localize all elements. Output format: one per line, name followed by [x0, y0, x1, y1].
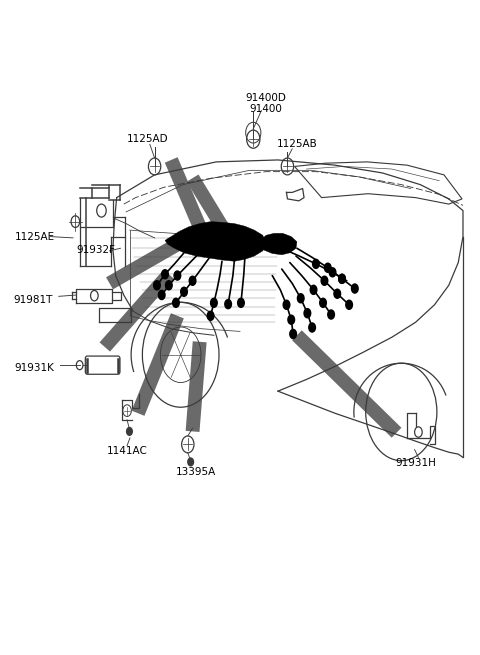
Circle shape [207, 311, 214, 320]
Text: 1125AE: 1125AE [14, 232, 55, 242]
Text: 91400D
91400: 91400D 91400 [246, 92, 287, 114]
Circle shape [298, 293, 304, 303]
Circle shape [324, 263, 331, 272]
Text: 1125AB: 1125AB [276, 140, 317, 149]
Circle shape [346, 300, 352, 309]
Circle shape [225, 299, 231, 309]
Circle shape [320, 298, 326, 307]
Circle shape [290, 329, 297, 339]
Text: 91931K: 91931K [14, 363, 55, 373]
Circle shape [309, 323, 315, 332]
Text: 1141AC: 1141AC [107, 446, 147, 456]
Circle shape [283, 300, 290, 309]
Circle shape [329, 268, 336, 277]
Circle shape [166, 281, 172, 290]
Circle shape [127, 428, 132, 436]
Circle shape [238, 298, 244, 307]
Text: 91931H: 91931H [395, 458, 436, 468]
Circle shape [310, 286, 317, 294]
Circle shape [174, 271, 180, 280]
Circle shape [154, 281, 160, 290]
Circle shape [180, 288, 187, 296]
Circle shape [351, 284, 358, 293]
Circle shape [334, 290, 341, 298]
Circle shape [189, 276, 196, 286]
Circle shape [288, 315, 295, 324]
Circle shape [339, 274, 345, 284]
Text: 91932F: 91932F [76, 244, 115, 255]
Circle shape [162, 270, 168, 279]
Circle shape [312, 259, 319, 269]
Polygon shape [259, 233, 297, 255]
Text: 91981T: 91981T [13, 295, 53, 305]
Polygon shape [165, 221, 266, 261]
Circle shape [211, 298, 217, 307]
Circle shape [173, 298, 179, 307]
Circle shape [158, 290, 165, 299]
Circle shape [304, 309, 311, 318]
Text: 1125AD: 1125AD [127, 134, 168, 144]
Circle shape [328, 310, 335, 319]
Circle shape [339, 274, 345, 284]
Text: 13395A: 13395A [176, 466, 216, 477]
Circle shape [321, 276, 328, 286]
Circle shape [188, 458, 193, 466]
